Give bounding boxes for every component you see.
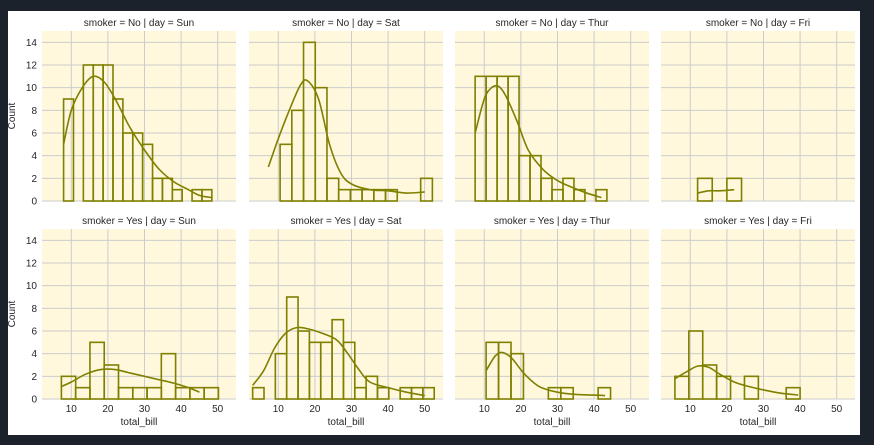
kde-line bbox=[697, 188, 735, 194]
kde-line bbox=[267, 79, 425, 194]
y-tick-label: 8 bbox=[31, 106, 37, 117]
panel-background bbox=[249, 229, 443, 399]
y-tick-label: 10 bbox=[26, 83, 38, 94]
histogram-bar bbox=[160, 352, 177, 400]
histogram-bar bbox=[384, 188, 399, 202]
x-tick-label: 40 bbox=[176, 404, 188, 415]
y-axis-label: Count bbox=[8, 300, 18, 327]
facet-panel: smoker = No | day = Fri bbox=[661, 18, 855, 202]
y-tick-label: 12 bbox=[26, 61, 38, 72]
histogram-bar bbox=[171, 188, 183, 202]
x-tick-label: 40 bbox=[589, 404, 601, 415]
x-tick-label: 40 bbox=[383, 404, 395, 415]
histogram-bar bbox=[507, 75, 520, 202]
y-tick-label: 0 bbox=[31, 197, 37, 208]
x-tick-label: 10 bbox=[685, 404, 697, 415]
kde-line bbox=[62, 75, 212, 199]
y-tick-label: 6 bbox=[31, 327, 37, 338]
histogram-bar bbox=[696, 177, 714, 202]
y-tick-label: 14 bbox=[26, 236, 38, 247]
y-tick-label: 10 bbox=[26, 281, 38, 292]
panel-title: smoker = Yes | day = Thur bbox=[494, 216, 611, 227]
x-tick-label: 40 bbox=[795, 404, 807, 415]
histogram-bar bbox=[510, 352, 525, 400]
x-tick-label: 30 bbox=[346, 404, 358, 415]
panel-background bbox=[455, 31, 649, 201]
facet-panel: smoker = Yes | day = Thur 10 20 30 40 50 total… bbox=[455, 216, 649, 428]
panel-title: smoker = Yes | day = Sat bbox=[291, 216, 402, 227]
histogram-bar bbox=[62, 98, 75, 202]
panel-background bbox=[249, 31, 443, 201]
panel-background bbox=[455, 229, 649, 399]
x-axis-label: total_bill bbox=[121, 417, 158, 428]
x-tick-label: 20 bbox=[721, 404, 733, 415]
x-tick-label: 10 bbox=[66, 404, 78, 415]
y-tick-label: 8 bbox=[31, 304, 37, 315]
histogram-bar bbox=[141, 143, 154, 202]
panel-title: smoker = No | day = Fri bbox=[706, 18, 810, 29]
x-axis-label: total_bill bbox=[328, 417, 365, 428]
panel-title: smoker = No | day = Thur bbox=[495, 18, 609, 29]
kde-line bbox=[61, 368, 200, 393]
x-tick-label: 20 bbox=[515, 404, 527, 415]
y-tick-label: 12 bbox=[26, 259, 38, 270]
histogram-bar bbox=[419, 177, 434, 202]
panel-title: smoker = Yes | day = Sun bbox=[82, 216, 196, 227]
x-tick-label: 50 bbox=[831, 404, 843, 415]
x-tick-label: 10 bbox=[479, 404, 491, 415]
x-tick-label: 30 bbox=[139, 404, 151, 415]
x-tick-label: 20 bbox=[102, 404, 114, 415]
histogram-bar bbox=[597, 386, 612, 400]
x-tick-label: 30 bbox=[758, 404, 770, 415]
y-tick-label: 2 bbox=[31, 372, 37, 383]
histogram-bar bbox=[422, 386, 436, 400]
panel-background bbox=[661, 31, 855, 201]
kde-line bbox=[485, 351, 606, 397]
y-tick-label: 14 bbox=[26, 38, 38, 49]
panel-title: smoker = No | day = Sat bbox=[292, 18, 400, 29]
y-tick-label: 6 bbox=[31, 129, 37, 140]
histogram-bar bbox=[314, 86, 328, 202]
histogram-bar bbox=[251, 386, 265, 400]
histogram-bar bbox=[376, 386, 390, 400]
x-axis-label: total_bill bbox=[740, 417, 777, 428]
y-tick-label: 2 bbox=[31, 174, 37, 185]
histogram-bar bbox=[103, 364, 120, 400]
facet-histogram-chart: smoker = No | day = Sun02468101214Counts… bbox=[7, 18, 855, 428]
facet-grid-figure: smoker = No | day = Sun 0 2 4 6 8 10 12 14 Count s… bbox=[7, 11, 860, 435]
x-tick-label: 20 bbox=[309, 404, 321, 415]
y-axis-label: Count bbox=[8, 102, 18, 129]
kde-line bbox=[252, 326, 425, 397]
kde-line bbox=[674, 365, 799, 396]
panel-title: smoker = Yes | day = Fri bbox=[704, 216, 812, 227]
x-tick-label: 50 bbox=[625, 404, 637, 415]
x-tick-label: 30 bbox=[552, 404, 564, 415]
histogram-bar bbox=[203, 386, 220, 400]
x-tick-label: 10 bbox=[273, 404, 285, 415]
x-tick-label: 50 bbox=[212, 404, 224, 415]
facet-panel: smoker = Yes | day = Fri 10 20 30 40 50 total_… bbox=[661, 216, 855, 428]
panel-title: smoker = No | day = Sun bbox=[84, 18, 194, 29]
kde-line bbox=[474, 84, 602, 199]
histogram-bar bbox=[743, 375, 760, 400]
facet-panel: smoker = No | day = Sun 0 2 4 6 8 10 12 14 Count bbox=[7, 18, 236, 208]
facet-panel: smoker = Yes | day = Sat 10 20 30 40 50 total_… bbox=[249, 216, 443, 428]
facet-panel: smoker = Yes | day = Sun 0 2 4 6 8 10 12 14 Count… bbox=[7, 216, 236, 428]
panel-background bbox=[42, 229, 236, 399]
y-tick-label: 4 bbox=[31, 349, 37, 360]
histogram-bar bbox=[342, 341, 356, 400]
facet-panel: smoker = No | day = Sat bbox=[249, 18, 443, 202]
panel-background bbox=[661, 229, 855, 399]
y-tick-label: 4 bbox=[31, 151, 37, 162]
x-axis-label: total_bill bbox=[534, 417, 571, 428]
x-tick-label: 50 bbox=[419, 404, 431, 415]
y-tick-label: 0 bbox=[31, 395, 37, 406]
panel-background bbox=[42, 31, 236, 201]
facet-panel: smoker = No | day = Thur bbox=[455, 18, 649, 202]
